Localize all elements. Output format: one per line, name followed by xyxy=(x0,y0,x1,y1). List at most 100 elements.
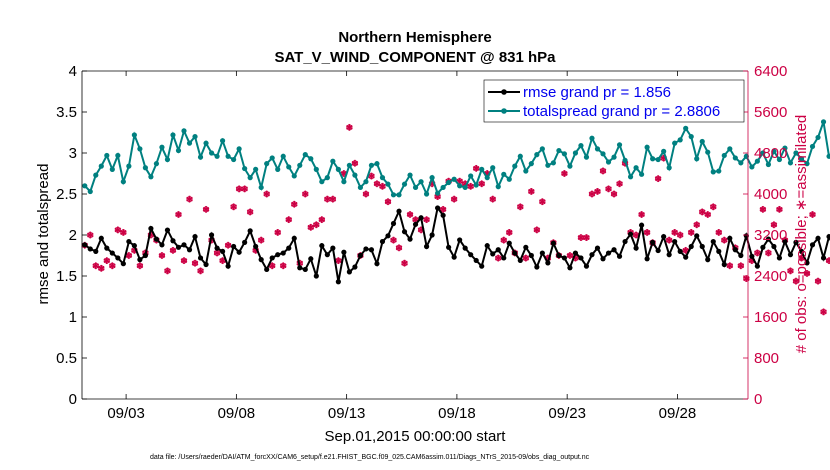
rmse-point xyxy=(688,243,694,250)
spread-point xyxy=(412,184,419,191)
rmse-point xyxy=(302,266,308,273)
rmse-point xyxy=(126,238,132,245)
spread-point xyxy=(506,176,512,182)
obs-possible-point xyxy=(473,165,480,172)
spread-point xyxy=(666,165,672,171)
obs-possible-point xyxy=(478,180,485,187)
legend-label-spread: totalspread grand pr = 2.8806 xyxy=(523,103,720,120)
spread-point xyxy=(330,158,336,164)
rmse-point xyxy=(462,245,468,251)
rmse-point xyxy=(418,215,424,221)
rmse-point xyxy=(93,248,99,254)
obs-possible-point xyxy=(451,196,458,203)
spread-point xyxy=(501,171,507,177)
rmse-point xyxy=(291,235,297,241)
obs-possible-point xyxy=(809,211,816,218)
spread-point xyxy=(495,184,501,190)
obs-possible-point xyxy=(566,252,573,259)
rmse-point xyxy=(683,254,689,260)
rmse-point xyxy=(330,245,336,251)
obs-possible-point xyxy=(241,185,248,192)
spread-point xyxy=(787,160,794,166)
obs-possible-point xyxy=(825,257,830,264)
rmse-point xyxy=(390,220,397,227)
obs-possible-point xyxy=(175,211,182,218)
rmse-point xyxy=(749,253,755,259)
rmse-point xyxy=(423,243,430,250)
spread-point xyxy=(148,174,154,180)
spread-point xyxy=(219,138,226,144)
rmse-point xyxy=(820,255,827,261)
rmse-point xyxy=(545,260,551,266)
spread-point xyxy=(594,146,601,152)
obs-possible-point xyxy=(610,190,618,198)
obs-possible-point xyxy=(186,196,193,203)
rmse-point xyxy=(374,261,380,267)
rmse-point xyxy=(242,239,248,245)
rmse-point xyxy=(269,255,275,261)
x-tick-label: 09/28 xyxy=(659,405,697,422)
obs-possible-point xyxy=(792,278,800,285)
rmse-point xyxy=(809,242,816,248)
rmse-point xyxy=(765,236,771,242)
obs-possible-point xyxy=(699,208,706,215)
spread-point xyxy=(170,132,176,138)
spread-point xyxy=(142,165,149,171)
spread-point xyxy=(765,161,771,168)
spread-point xyxy=(352,172,358,178)
spread-point xyxy=(622,157,628,163)
rmse-point xyxy=(346,269,352,275)
rmse-point xyxy=(87,246,93,252)
y2-tick-label: 800 xyxy=(754,350,779,367)
spread-point xyxy=(175,147,182,154)
rmse-point xyxy=(115,255,121,261)
spread-point xyxy=(677,137,683,143)
spread-point xyxy=(302,152,308,158)
obs-possible-point xyxy=(351,160,358,167)
spread-point xyxy=(589,135,595,141)
rmse-point xyxy=(589,252,595,258)
x-tick-label: 09/18 xyxy=(438,405,476,422)
obs-possible-point xyxy=(384,198,392,205)
rmse-point xyxy=(142,252,149,259)
obs-possible-point xyxy=(395,244,403,251)
obs-possible-point xyxy=(373,180,381,187)
obs-possible-point xyxy=(594,188,601,195)
rmse-point xyxy=(738,252,744,259)
rmse-point xyxy=(175,244,182,250)
obs-possible-point xyxy=(98,265,105,272)
spread-point xyxy=(440,184,446,191)
spread-point xyxy=(319,179,325,185)
obs-possible-point xyxy=(814,278,822,285)
obs-possible-point xyxy=(202,206,210,213)
rmse-point xyxy=(699,243,705,250)
spread-point xyxy=(297,162,303,168)
rmse-point xyxy=(412,221,419,227)
spread-point xyxy=(567,163,573,169)
spread-point xyxy=(93,172,99,178)
spread-point xyxy=(225,153,231,159)
spread-point xyxy=(782,145,788,151)
obs-possible-point xyxy=(329,196,336,203)
spread-point xyxy=(605,159,612,165)
legend-box xyxy=(483,79,745,123)
rmse-point xyxy=(578,255,584,261)
obs-possible-point xyxy=(754,249,761,256)
y-tick-label: 3 xyxy=(69,145,77,162)
obs-possible-point xyxy=(120,229,127,236)
obs-possible-point xyxy=(423,216,430,223)
spread-point xyxy=(683,125,689,131)
rmse-point xyxy=(197,255,204,261)
rmse-point xyxy=(203,261,209,268)
rmse-point xyxy=(644,256,650,262)
spread-point xyxy=(793,150,799,156)
obs-possible-point xyxy=(291,201,298,208)
legend-marker-rmse xyxy=(501,89,507,95)
rmse-point xyxy=(429,232,435,238)
rmse-point xyxy=(451,254,457,260)
rmse-point xyxy=(760,244,766,250)
obs-possible-point xyxy=(776,206,783,213)
rmse-point xyxy=(181,242,187,248)
rmse-point xyxy=(721,261,727,268)
rmse-point xyxy=(308,256,314,262)
